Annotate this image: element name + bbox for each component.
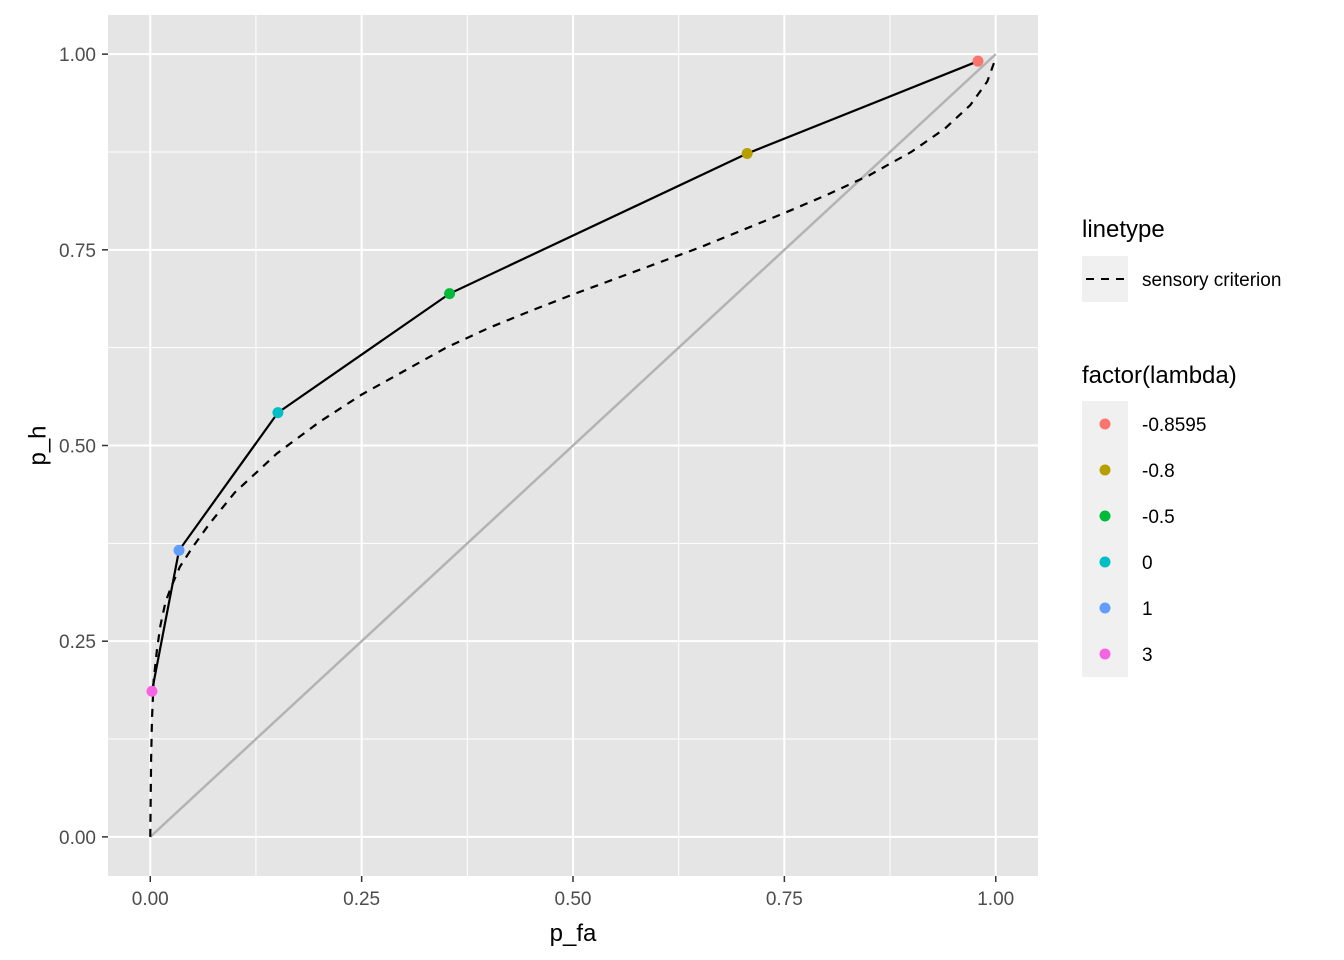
series-layer	[146, 53, 997, 838]
data-point-lambda	[972, 55, 984, 67]
y-axis: 0.00 0.25 0.50 0.75 1.00	[59, 45, 108, 849]
legend-linetype-label: sensory criterion	[1142, 270, 1281, 291]
sensory-criterion-dashed-line	[149, 57, 997, 837]
x-tick-label: 0.25	[343, 889, 380, 910]
legend-color-dot-icon	[1099, 556, 1111, 568]
legend-lambda-label: 3	[1142, 645, 1153, 666]
data-point-lambda	[741, 148, 753, 160]
y-tick-label: 1.00	[59, 45, 96, 66]
legend-lambda-entries: -0.8595 -0.8 -0.5 0 1 3	[1099, 415, 1206, 666]
legend-linetype-title: linetype	[1082, 216, 1165, 243]
legend-lambda-label: -0.5	[1142, 507, 1175, 528]
x-axis: 0.00 0.25 0.50 0.75 1.00	[132, 876, 1014, 910]
legend-lambda-keys	[1082, 401, 1128, 677]
x-tick-label: 0.00	[132, 889, 169, 910]
legend-lambda-label: -0.8	[1142, 461, 1175, 482]
y-tick-label: 0.00	[59, 828, 96, 849]
legend-lambda-title: factor(lambda)	[1082, 362, 1237, 389]
legend-lambda-label: -0.8595	[1142, 415, 1206, 436]
legend-color-dot-icon	[1099, 510, 1111, 522]
legend-color-dot-icon	[1099, 648, 1111, 660]
data-point-lambda	[146, 685, 158, 697]
y-tick-label: 0.25	[59, 632, 96, 653]
legend-linetype: linetype sensory criterion	[1082, 216, 1281, 302]
data-point-lambda	[444, 288, 456, 300]
legend-lambda: factor(lambda) -0.8595 -0.8 -0.5 0 1 3	[1082, 362, 1237, 677]
y-axis-title: p_h	[25, 425, 52, 465]
operating-points-line	[150, 60, 979, 692]
legend-lambda-label: 1	[1142, 599, 1153, 620]
reference-diagonal-line	[149, 53, 997, 838]
x-tick-label: 0.50	[555, 889, 592, 910]
legend-color-dot-icon	[1099, 464, 1111, 476]
legend-color-dot-icon	[1099, 602, 1111, 614]
y-tick-label: 0.50	[59, 437, 96, 458]
legend-lambda-label: 0	[1142, 553, 1153, 574]
x-axis-title: p_fa	[550, 920, 597, 947]
y-tick-label: 0.75	[59, 241, 96, 262]
legend-color-dot-icon	[1099, 418, 1111, 430]
x-tick-label: 0.75	[766, 889, 803, 910]
data-point-lambda	[173, 544, 185, 556]
x-tick-label: 1.00	[977, 889, 1014, 910]
data-point-lambda	[272, 407, 284, 419]
